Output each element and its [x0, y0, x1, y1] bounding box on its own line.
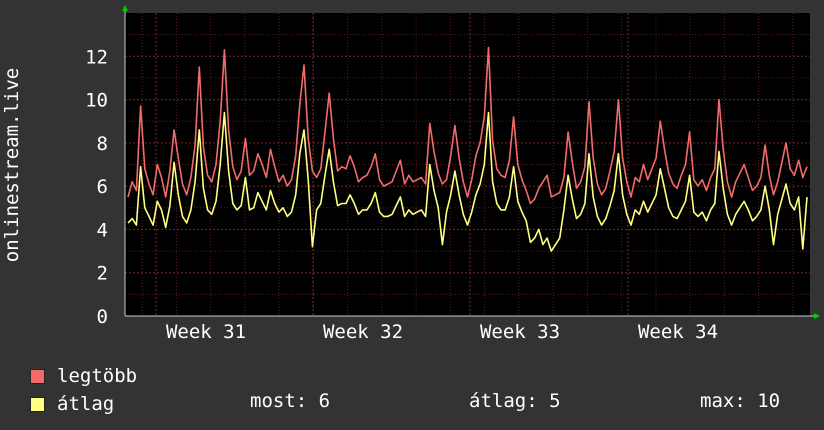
legend-swatch-max — [30, 368, 45, 384]
legend-label-max: legtöbb — [57, 365, 138, 387]
y-tick-label: 2 — [97, 263, 108, 285]
legend-label-avg: átlag — [57, 393, 115, 415]
y-tick-label: 6 — [97, 176, 108, 198]
legend-swatch-avg — [30, 396, 45, 412]
stat-maximum: max: 10 — [700, 390, 781, 412]
y-axis-label: onlinestream.live — [1, 67, 23, 263]
legend-item-avg: átlag — [30, 390, 137, 418]
y-tick-label: 10 — [85, 90, 108, 112]
x-tick-label: Week 33 — [480, 321, 560, 343]
stat-average: átlag: 5 — [469, 390, 561, 412]
legend-item-max: legtöbb — [30, 362, 137, 390]
x-tick-label: Week 34 — [638, 321, 718, 343]
x-tick-label: Week 31 — [166, 321, 246, 343]
y-tick-label: 4 — [97, 219, 108, 241]
y-tick-label: 8 — [97, 133, 108, 155]
legend: legtöbb átlag — [30, 362, 137, 418]
stat-current: most: 6 — [250, 390, 331, 412]
series-line-0 — [127, 46, 808, 205]
y-tick-label: 0 — [97, 306, 108, 328]
series-line-1 — [127, 111, 808, 252]
x-axis-arrow — [814, 313, 820, 319]
y-axis-arrow — [122, 5, 128, 11]
y-tick-label: 12 — [85, 46, 108, 68]
x-tick-label: Week 32 — [323, 321, 403, 343]
